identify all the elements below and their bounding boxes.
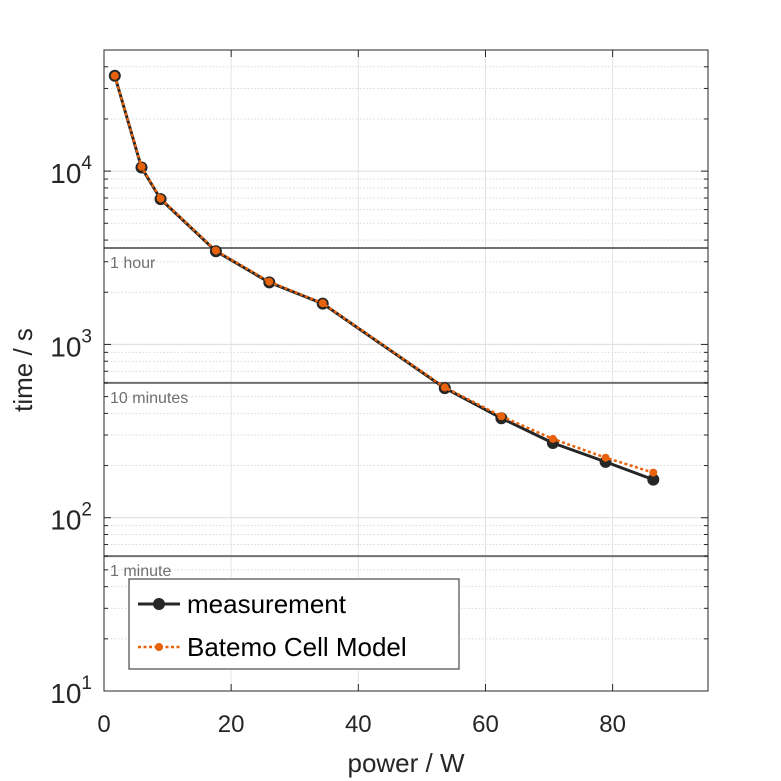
data-point-model (318, 299, 327, 308)
legend-box (128, 578, 460, 670)
data-point-model (548, 434, 557, 443)
legend-label-measurement: measurement (187, 589, 347, 619)
legend-marker-measurement (153, 598, 165, 610)
y-axis-ticks: 101 102 103 104 (50, 49, 708, 709)
x-tick-label: 40 (345, 711, 372, 738)
legend-label-model: Batemo Cell Model (187, 632, 407, 662)
x-axis-label: power / W (347, 748, 464, 778)
y-tick-label: 102 (50, 500, 92, 536)
data-point-model (110, 71, 119, 80)
x-tick-label: 60 (472, 711, 499, 738)
data-point-model (649, 468, 658, 477)
data-point-model (265, 277, 274, 286)
data-point-model (440, 383, 449, 392)
y-tick-label: 103 (50, 326, 92, 362)
y-axis-label: time / s (8, 328, 38, 412)
legend-entry-measurement: measurement (138, 589, 347, 619)
legend: measurement Batemo Cell Model (128, 578, 460, 670)
data-point-model (211, 246, 220, 255)
series-layer (108, 69, 660, 486)
data-point-model (156, 194, 165, 203)
reference-line-label: 1 hour (110, 255, 156, 272)
data-point-model (497, 412, 506, 421)
legend-marker-model (155, 643, 163, 651)
x-tick-label: 80 (599, 711, 626, 738)
reference-lines: 1 hour 10 minutes 1 minute (104, 247, 708, 580)
data-point-model (137, 162, 146, 171)
reference-line-label: 1 minute (110, 563, 171, 580)
x-tick-label: 20 (218, 711, 245, 738)
y-tick-label: 101 (50, 673, 92, 709)
y-tick-label: 104 (50, 153, 92, 189)
plot-frame (103, 49, 709, 692)
x-tick-label: 0 (97, 711, 110, 738)
data-point-model (601, 453, 610, 462)
legend-entry-model: Batemo Cell Model (138, 632, 407, 662)
reference-line-label: 10 minutes (110, 390, 188, 407)
x-axis-ticks: 0 20 40 60 80 (97, 50, 626, 738)
